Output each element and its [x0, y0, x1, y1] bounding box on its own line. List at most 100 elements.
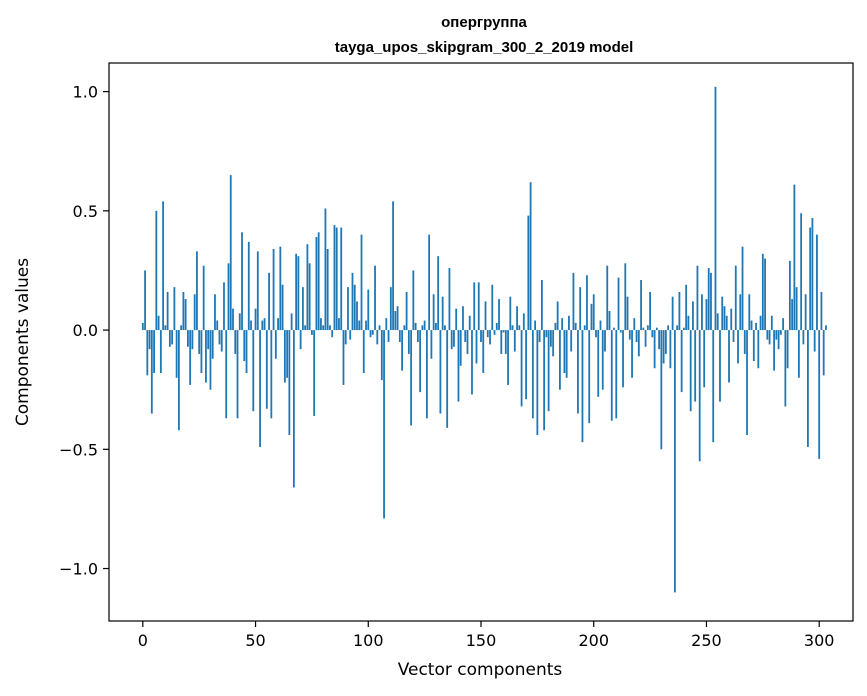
bar-137	[450, 330, 453, 350]
bar-29	[207, 330, 210, 350]
bar-48	[250, 320, 252, 331]
bar-120	[412, 270, 415, 331]
bar-188	[565, 330, 568, 378]
bar-208	[610, 330, 613, 421]
bar-198	[588, 330, 591, 424]
bar-301	[820, 291, 823, 331]
bar-1	[144, 270, 146, 331]
bar-197	[586, 275, 588, 331]
bar-174	[534, 320, 537, 331]
bar-53	[261, 320, 264, 331]
bar-21	[189, 330, 192, 385]
bar-262	[732, 330, 735, 342]
bar-135	[446, 330, 449, 428]
bar-220	[637, 330, 640, 357]
bar-285	[784, 330, 787, 407]
bar-47	[247, 241, 250, 331]
bar-164	[511, 325, 514, 331]
x-tick-label: 300	[804, 631, 835, 650]
bar-28	[205, 330, 207, 383]
bar-33	[216, 320, 219, 331]
bar-0	[141, 322, 144, 331]
bar-287	[788, 260, 791, 331]
bar-199	[590, 303, 593, 331]
bar-207	[608, 311, 611, 331]
bar-274	[759, 315, 762, 331]
bar-206	[606, 265, 609, 331]
bar-17	[180, 325, 183, 331]
bar-6	[155, 210, 158, 331]
bar-110	[389, 287, 392, 331]
bar-131	[437, 256, 440, 331]
bar-244	[692, 301, 694, 331]
bar-79	[320, 318, 322, 331]
bar-113	[396, 306, 399, 331]
bar-229	[658, 330, 661, 350]
bar-150	[480, 330, 482, 342]
bar-93	[351, 272, 354, 331]
bar-250	[705, 299, 708, 331]
bar-128	[430, 330, 433, 359]
bar-288	[791, 299, 794, 331]
bar-217	[631, 330, 633, 378]
bar-216	[628, 330, 631, 340]
bar-176	[538, 330, 541, 342]
bar-297	[811, 218, 814, 331]
bar-69	[297, 256, 300, 331]
bar-12	[168, 330, 171, 347]
bar-273	[757, 330, 760, 369]
bar-98	[362, 330, 365, 373]
bar-157	[495, 322, 498, 331]
bar-151	[482, 330, 485, 373]
y-tick-label: 0.5	[73, 202, 98, 221]
bar-115	[401, 330, 403, 371]
bar-183	[554, 322, 557, 331]
bar-204	[601, 330, 604, 390]
bar-295	[807, 330, 809, 447]
bar-221	[640, 280, 642, 331]
bar-228	[655, 327, 658, 331]
x-tick-label: 50	[245, 631, 265, 650]
bar-218	[633, 318, 636, 331]
y-tick-label: 1.0	[73, 83, 98, 102]
bar-299	[816, 234, 818, 331]
bar-10	[164, 325, 167, 331]
bar-51	[256, 251, 259, 331]
bar-189	[568, 315, 570, 331]
bar-70	[299, 330, 302, 350]
bar-171	[527, 215, 530, 331]
bar-155	[491, 284, 494, 331]
bar-190	[570, 330, 573, 352]
bar-147	[473, 282, 476, 331]
bar-111	[392, 201, 394, 331]
bar-117	[405, 291, 408, 331]
x-axis-label: Vector components	[398, 660, 563, 680]
bar-134	[444, 325, 446, 331]
bar-44	[241, 232, 243, 331]
bar-227	[653, 330, 656, 369]
bar-263	[734, 265, 737, 331]
plot-frame	[108, 62, 854, 622]
x-tick-label: 100	[353, 631, 384, 650]
bar-15	[175, 330, 178, 378]
bar-92	[349, 330, 352, 340]
bar-64	[286, 330, 289, 378]
bar-9	[162, 201, 165, 331]
bar-129	[432, 294, 435, 331]
bar-241	[685, 284, 688, 331]
bar-178	[543, 330, 546, 431]
bar-172	[529, 182, 532, 331]
bar-203	[599, 320, 602, 331]
bar-34	[218, 330, 221, 345]
bar-133	[441, 296, 444, 331]
bar-170	[525, 330, 527, 400]
bar-78	[317, 232, 320, 331]
bar-234	[669, 330, 672, 369]
bar-54	[263, 318, 266, 331]
bar-58	[272, 249, 275, 331]
bar-65	[288, 330, 291, 435]
bar-16	[177, 330, 180, 431]
bar-212	[619, 330, 622, 333]
bar-175	[536, 330, 539, 435]
bar-82	[326, 249, 329, 331]
